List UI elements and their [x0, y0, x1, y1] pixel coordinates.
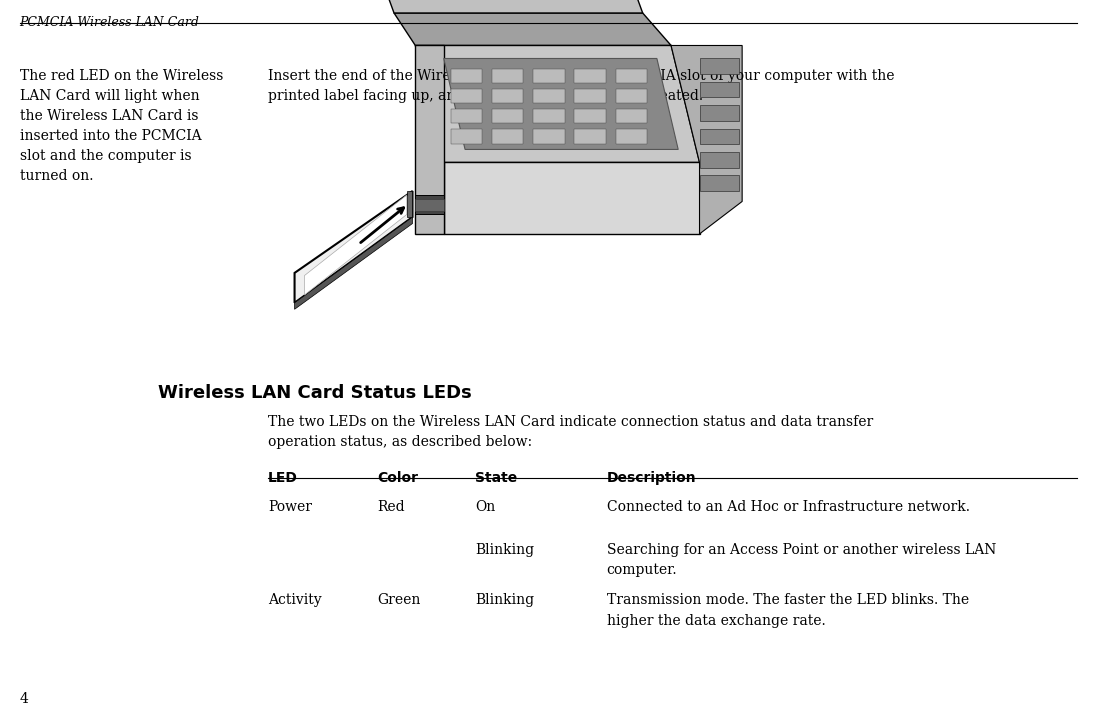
Polygon shape	[533, 69, 564, 83]
Polygon shape	[305, 195, 407, 295]
Text: LED: LED	[268, 471, 297, 484]
Text: 4: 4	[20, 692, 28, 706]
Polygon shape	[373, 0, 643, 13]
Polygon shape	[492, 109, 524, 123]
Polygon shape	[450, 89, 482, 103]
Polygon shape	[533, 89, 564, 103]
Text: Color: Color	[377, 471, 419, 484]
Text: Red: Red	[377, 500, 404, 513]
Polygon shape	[615, 89, 647, 103]
Polygon shape	[533, 109, 564, 123]
Polygon shape	[700, 175, 739, 191]
Polygon shape	[700, 58, 739, 74]
Polygon shape	[615, 109, 647, 123]
Text: Connected to an Ad Hoc or Infrastructure network.: Connected to an Ad Hoc or Infrastructure…	[607, 500, 969, 513]
Polygon shape	[615, 69, 647, 83]
Polygon shape	[492, 129, 524, 144]
Text: Power: Power	[268, 500, 312, 513]
Polygon shape	[395, 13, 671, 45]
Polygon shape	[700, 105, 739, 121]
Text: Transmission mode. The faster the LED blinks. The
higher the data exchange rate.: Transmission mode. The faster the LED bl…	[607, 593, 968, 627]
Polygon shape	[295, 217, 412, 309]
Polygon shape	[407, 191, 412, 217]
Polygon shape	[450, 129, 482, 144]
Polygon shape	[492, 89, 524, 103]
Polygon shape	[492, 69, 524, 83]
Text: Insert the end of the Wireless LAN Card into the PCMCIA slot of your computer wi: Insert the end of the Wireless LAN Card …	[268, 69, 894, 103]
Text: Searching for an Access Point or another wireless LAN
computer.: Searching for an Access Point or another…	[607, 543, 996, 577]
Polygon shape	[575, 109, 606, 123]
Polygon shape	[450, 109, 482, 123]
Polygon shape	[575, 69, 606, 83]
Polygon shape	[615, 129, 647, 144]
Polygon shape	[575, 89, 606, 103]
Text: The red LED on the Wireless
LAN Card will light when
the Wireless LAN Card is
in: The red LED on the Wireless LAN Card wil…	[20, 69, 223, 183]
Polygon shape	[295, 191, 412, 303]
Polygon shape	[671, 45, 742, 234]
Polygon shape	[415, 199, 444, 211]
Polygon shape	[700, 82, 739, 97]
Polygon shape	[533, 129, 564, 144]
Text: Description: Description	[607, 471, 696, 484]
Polygon shape	[415, 45, 444, 234]
Polygon shape	[575, 129, 606, 144]
Text: Activity: Activity	[268, 593, 321, 607]
Text: State: State	[475, 471, 518, 484]
Polygon shape	[444, 162, 700, 234]
Text: The two LEDs on the Wireless LAN Card indicate connection status and data transf: The two LEDs on the Wireless LAN Card in…	[268, 415, 873, 449]
Text: PCMCIA Wireless LAN Card: PCMCIA Wireless LAN Card	[20, 16, 200, 29]
Polygon shape	[415, 45, 700, 162]
Text: Blinking: Blinking	[475, 543, 534, 557]
Text: On: On	[475, 500, 496, 513]
Text: Green: Green	[377, 593, 421, 607]
Polygon shape	[700, 152, 739, 168]
Polygon shape	[700, 129, 739, 144]
Polygon shape	[450, 69, 482, 83]
Polygon shape	[415, 195, 444, 214]
Text: Wireless LAN Card Status LEDs: Wireless LAN Card Status LEDs	[158, 384, 472, 402]
Polygon shape	[444, 58, 678, 149]
Text: Blinking: Blinking	[475, 593, 534, 607]
